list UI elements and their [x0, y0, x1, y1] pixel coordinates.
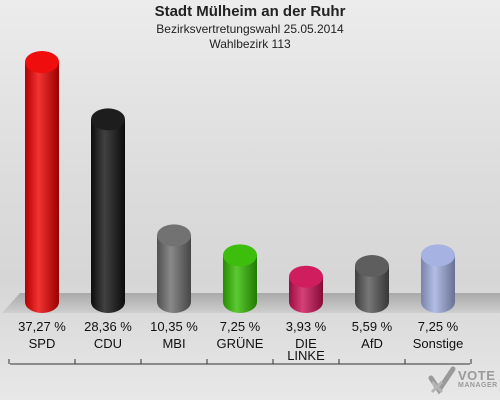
category-label: CDU [94, 336, 122, 351]
logo-text-vote: VOTE [458, 368, 496, 383]
bar-top [421, 244, 455, 267]
category-label: SPD [29, 336, 56, 351]
vote-manager-logo: VOTE MANAGER [428, 366, 498, 398]
value-label: 37,27 % [18, 319, 66, 334]
bar-top [91, 108, 125, 131]
bar-afd [355, 255, 389, 313]
bar-top [157, 224, 191, 247]
logo-text-manager: MANAGER [458, 382, 498, 389]
bar-body [421, 255, 455, 313]
value-label: 3,93 % [286, 319, 327, 334]
bar-cdu [91, 108, 125, 313]
bar-body [91, 119, 125, 313]
category-label: DIE [295, 336, 317, 351]
chart-title: Stadt Mülheim an der Ruhr [154, 3, 346, 20]
bar-body [355, 266, 389, 313]
value-label: 5,59 % [352, 319, 393, 334]
category-label: AfD [361, 336, 383, 351]
bar-die-linke [289, 265, 323, 313]
value-label: 28,36 % [84, 319, 132, 334]
chart-subtitle: Bezirksvertretungswahl 25.05.2014 [156, 22, 344, 36]
bar-body [157, 235, 191, 313]
bar-mbi [157, 224, 191, 313]
chart-district: Wahlbezirk 113 [209, 37, 291, 51]
bar-grüne [223, 244, 257, 313]
bar-top [289, 265, 323, 288]
bar-sonstige [421, 244, 455, 313]
bar-body [25, 62, 59, 313]
value-label: 7,25 % [418, 319, 459, 334]
bar-top [355, 255, 389, 278]
category-label: GRÜNE [217, 336, 264, 351]
bar-top [223, 244, 257, 267]
value-label: 7,25 % [220, 319, 261, 334]
category-label: Sonstige [413, 336, 464, 351]
bar-top [25, 51, 59, 73]
category-label: LINKE [287, 348, 325, 363]
category-label: MBI [162, 336, 185, 351]
value-label: 10,35 % [150, 319, 198, 334]
checkmark-cross-icon [428, 366, 456, 395]
bar-spd [25, 51, 59, 313]
bar-body [223, 255, 257, 313]
